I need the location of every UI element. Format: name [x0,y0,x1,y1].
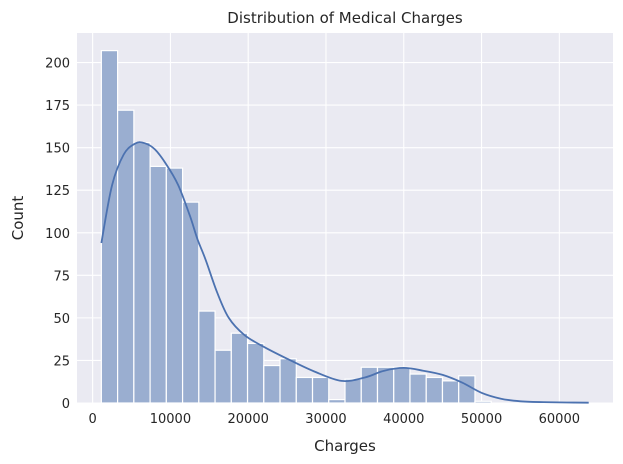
x-tick-label: 30000 [305,412,346,427]
y-tick-label: 25 [53,354,70,369]
histogram-bar [295,376,314,404]
histogram-bar [149,165,167,404]
y-tick-label: 150 [45,142,70,157]
histogram-bar [133,141,151,404]
y-tick-label: 200 [45,57,70,72]
y-tick-label: 75 [53,269,70,284]
histogram-bar [230,332,249,404]
histogram-bars [100,50,492,404]
y-tick-label: 0 [62,397,70,412]
histogram-bar [117,109,135,404]
x-tick-label: 20000 [228,412,269,427]
histogram-bar [409,373,427,404]
x-tick-label: 40000 [383,412,424,427]
y-axis-ticks: 0 25 50 75 100 125 150 175 200 [45,57,70,412]
histogram-bar [441,380,460,404]
histogram-bar [165,167,184,404]
y-tick-label: 175 [45,99,70,114]
histogram-bar [181,201,200,404]
x-tick-label: 0 [88,412,96,427]
histogram-bar [458,375,476,404]
histogram-bar [311,376,330,404]
y-tick-label: 125 [45,184,70,199]
x-tick-label: 10000 [150,412,191,427]
chart-title: Distribution of Medical Charges [227,9,463,27]
histogram-bar [263,364,281,404]
x-tick-label: 60000 [539,412,580,427]
x-tick-label: 50000 [461,412,502,427]
x-axis-label: Charges [314,437,376,455]
histogram-bar [393,366,411,404]
kde-curve [100,141,589,404]
histogram-bar [246,342,265,404]
x-axis-ticks: 0 10000 20000 30000 40000 50000 60000 [88,412,580,427]
histogram-bar [214,349,232,404]
y-tick-label: 100 [45,227,70,242]
histogram-bar [328,398,346,404]
histogram-bar [344,378,362,404]
histogram-bar [198,310,216,404]
histogram-bar [279,358,297,404]
y-axis-label: Count [9,196,27,241]
histogram-bar [474,400,492,404]
histogram-bar [360,366,379,404]
y-tick-label: 50 [53,312,70,327]
histogram-bar [425,376,444,404]
